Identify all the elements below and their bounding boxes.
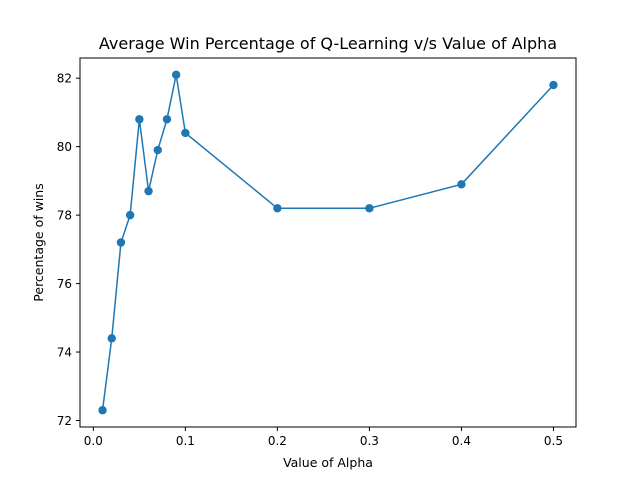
data-point	[365, 204, 374, 213]
y-tick-label: 72	[57, 414, 72, 428]
data-point	[171, 70, 181, 79]
y-axis-label: Percentage of wins	[31, 183, 46, 301]
data-point	[162, 115, 172, 124]
y-tick-label: 78	[57, 209, 72, 223]
x-tick-label: 0.0	[84, 434, 103, 448]
data-point	[273, 204, 282, 213]
data-point	[125, 210, 135, 220]
y-tick-label: 82	[57, 72, 72, 86]
data-point	[549, 80, 558, 90]
data-point	[457, 180, 466, 189]
axes	[79, 57, 577, 428]
series-line	[101, 74, 555, 411]
y-tick-label: 76	[57, 277, 72, 291]
x-tick-label: 0.4	[452, 434, 471, 448]
chart-title: Average Win Percentage of Q-Learning v/s…	[99, 34, 557, 53]
x-tick-label: 0.1	[176, 434, 195, 448]
data-point	[181, 128, 190, 138]
x-axis-ticks: 0.0 0.1 0.2 0.3 0.4 0.5	[84, 427, 563, 448]
y-tick-label: 80	[57, 140, 72, 154]
data-point	[144, 186, 153, 196]
y-axis-ticks: 72 74 76 78 80 82	[57, 72, 80, 428]
data-point	[153, 145, 162, 155]
data-point	[116, 238, 126, 247]
y-tick-label: 74	[57, 346, 72, 360]
data-point	[107, 334, 116, 343]
data-point	[98, 406, 107, 415]
data-point	[135, 115, 144, 124]
axes-frame	[79, 57, 577, 428]
x-tick-label: 0.2	[268, 434, 287, 448]
x-tick-label: 0.3	[360, 434, 379, 448]
plot-area	[98, 70, 558, 415]
x-tick-label: 0.5	[544, 434, 563, 448]
x-axis-label: Value of Alpha	[283, 455, 373, 470]
